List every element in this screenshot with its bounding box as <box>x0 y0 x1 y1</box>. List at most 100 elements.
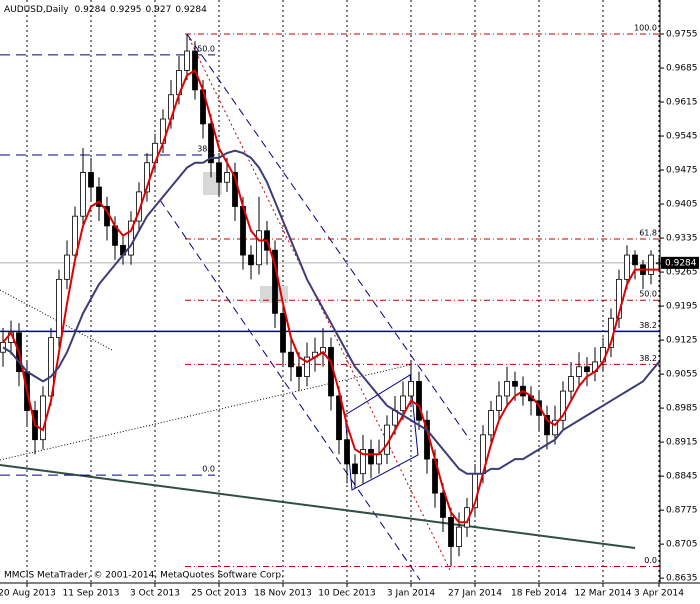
level-label: 0.0 <box>202 465 215 474</box>
candles <box>0 34 662 566</box>
x-tick-label: 3 Apr 2014 <box>634 589 684 599</box>
candle-body <box>368 448 374 465</box>
candle-body <box>80 172 86 217</box>
candle-body <box>352 463 358 475</box>
y-tick-label: 0.9545 <box>666 132 698 142</box>
candle-body <box>400 395 406 411</box>
level-label: 38.2 <box>639 321 657 330</box>
candle-body <box>632 254 638 266</box>
candle-body <box>456 526 462 547</box>
levels: 100.0 61.8 50.0 38.2 0.0 50.0 38.2 0.0 38.2 <box>0 24 660 567</box>
candle-body <box>488 410 494 436</box>
candle-body <box>304 356 310 377</box>
header-open: 0.9284 <box>75 5 107 15</box>
candle-body <box>224 172 230 183</box>
channel-box <box>344 374 419 491</box>
candle-body <box>72 215 78 256</box>
candle-body <box>496 395 502 411</box>
candle-body <box>376 453 382 465</box>
x-tick-label: 3 Jan 2014 <box>387 589 435 599</box>
candle-body <box>576 366 582 377</box>
y-tick-label: 0.8985 <box>666 404 698 414</box>
candle-body <box>256 230 262 266</box>
candle-body <box>512 380 518 387</box>
moving-average <box>2 68 659 524</box>
level-label: 61.8 <box>639 229 657 238</box>
y-tick-label: 0.9055 <box>666 370 698 380</box>
candle-body <box>408 380 414 397</box>
candle-body <box>56 278 62 339</box>
y-tick-label: 0.9615 <box>666 98 698 108</box>
price-label-bg <box>661 256 699 269</box>
candle-body <box>88 172 94 188</box>
y-tick-label: 0.9195 <box>666 302 698 312</box>
candle-body <box>552 419 558 436</box>
candle-body <box>624 254 630 280</box>
x-tick-label: 20 Aug 2013 <box>0 589 56 599</box>
chart-title: AUDUSD,Daily <box>4 5 69 15</box>
y-tick-label: 0.9335 <box>666 234 698 244</box>
channel-line <box>159 199 421 581</box>
candle-body <box>96 186 102 207</box>
candle-body <box>344 439 350 465</box>
candle-body <box>544 414 550 436</box>
y-tick-label: 0.9755 <box>666 30 698 40</box>
candle-body <box>648 254 654 275</box>
y-tick-label: 0.9405 <box>666 200 698 210</box>
x-tick-label: 18 Nov 2013 <box>254 589 312 599</box>
candle-body <box>536 400 542 416</box>
x-tick-label: 25 Oct 2013 <box>191 589 247 599</box>
level-label: 38.2 <box>639 354 657 363</box>
level-label: 0.0 <box>644 556 657 565</box>
header-low: 0.927 <box>146 5 172 15</box>
x-tick-label: 3 Oct 2013 <box>130 589 180 599</box>
candle-body <box>360 448 366 475</box>
header-high: 0.9295 <box>110 5 142 15</box>
candle-body <box>656 262 662 265</box>
y-tick-label: 0.8845 <box>666 472 698 482</box>
y-tick-label: 0.8635 <box>666 574 698 584</box>
candle-body <box>248 254 254 266</box>
x-tick-label: 12 Mar 2014 <box>574 589 631 599</box>
footer: MMCIS MetaTrader, © 2001-2014, MetaQuote… <box>4 571 284 581</box>
y-tick-label: 0.9685 <box>666 64 698 74</box>
trend-line <box>0 464 636 549</box>
candle-body <box>64 254 70 280</box>
candle-body <box>560 390 566 421</box>
price-label: 0.9284 <box>665 258 697 268</box>
candle-body <box>336 395 342 441</box>
y-tick-label: 0.8775 <box>666 506 698 516</box>
candle-body <box>216 162 222 183</box>
candle-body <box>288 351 294 368</box>
header-close: 0.9284 <box>175 5 207 15</box>
trend-line <box>0 289 113 351</box>
x-tick-label: 18 Feb 2014 <box>511 589 567 599</box>
y-tick-label: 0.9265 <box>666 268 698 278</box>
channel-line <box>186 33 471 441</box>
level-label: 50.0 <box>639 290 657 299</box>
candle-body <box>128 220 134 256</box>
candle-body <box>296 366 302 377</box>
candle-body <box>448 517 454 547</box>
candle-body <box>568 376 574 392</box>
grid <box>26 0 660 583</box>
x-tick-label: 11 Sep 2013 <box>62 589 119 599</box>
y-tick-label: 0.9125 <box>666 336 698 346</box>
y-tick-label: 0.9475 <box>666 166 698 176</box>
candle-body <box>208 123 214 164</box>
trend-line <box>0 364 411 461</box>
candle-body <box>184 50 190 71</box>
candle-body <box>416 380 422 421</box>
y-tick-label: 0.8915 <box>666 438 698 448</box>
candle-body <box>504 380 510 397</box>
x-tick-label: 10 Dec 2013 <box>318 589 376 599</box>
candle-body <box>40 395 46 441</box>
candle-body <box>280 312 286 353</box>
candle-body <box>616 278 622 319</box>
y-tick-label: 0.8705 <box>666 540 698 550</box>
level-label: 50.0 <box>197 44 215 53</box>
chart-header: AUDUSD,Daily 0.9284 0.9295 0.927 0.9284 <box>4 5 207 15</box>
x-tick-label: 27 Jan 2014 <box>448 589 502 599</box>
